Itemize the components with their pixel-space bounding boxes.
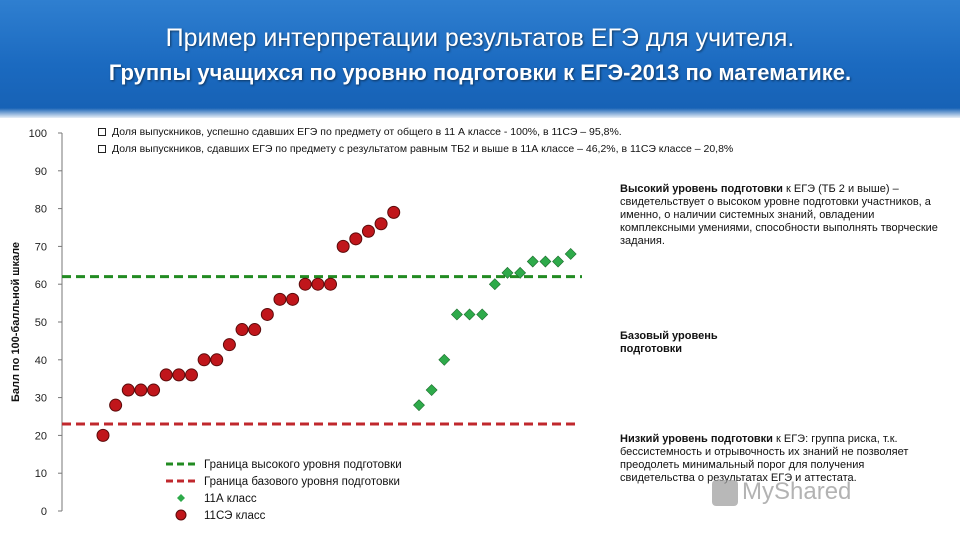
point-11se bbox=[324, 277, 338, 291]
point-11se bbox=[134, 383, 148, 397]
point-11se bbox=[147, 383, 161, 397]
y-axis-label: Балл по 100-балльной шкале bbox=[10, 242, 22, 402]
point-11se bbox=[361, 224, 375, 238]
point-11se bbox=[159, 368, 173, 382]
note-1-text: Доля выпускников, успешно сдавших ЕГЭ по… bbox=[112, 126, 622, 138]
point-11a bbox=[463, 308, 476, 321]
legend-circle-swatch bbox=[175, 509, 187, 521]
point-11se bbox=[311, 277, 325, 291]
legend-label: 11СЭ класс bbox=[204, 510, 266, 522]
watermark-logo-icon bbox=[712, 480, 738, 506]
y-tick-label: 60 bbox=[35, 279, 47, 291]
checkbox-bullet-icon bbox=[98, 145, 106, 154]
high-level-description: Высокий уровень подготовки к ЕГЭ (ТБ 2 и… bbox=[620, 183, 942, 248]
y-tick-label: 30 bbox=[35, 393, 47, 405]
point-11a bbox=[476, 308, 489, 321]
point-11se bbox=[273, 292, 287, 306]
point-11se bbox=[374, 217, 388, 231]
point-11a bbox=[552, 255, 564, 268]
point-11a bbox=[539, 255, 552, 268]
note-1: Доля выпускников, успешно сдавших ЕГЭ по… bbox=[98, 126, 622, 138]
low-level-text: к ЕГЭ: группа риска, т.к. бессистемность… bbox=[620, 433, 909, 484]
point-11a bbox=[425, 384, 438, 396]
legend-label: Граница базового уровня подготовки bbox=[204, 476, 400, 488]
point-11se bbox=[248, 323, 262, 337]
point-11se bbox=[286, 292, 300, 306]
point-11se bbox=[260, 307, 274, 321]
point-11a bbox=[438, 353, 451, 366]
point-11se bbox=[109, 398, 123, 412]
watermark: MyShared bbox=[742, 478, 852, 505]
point-11se bbox=[387, 205, 401, 219]
point-11se bbox=[222, 338, 236, 352]
y-tick-label: 10 bbox=[35, 468, 47, 480]
y-tick-label: 50 bbox=[35, 317, 47, 329]
point-11se bbox=[235, 323, 249, 337]
high-level-heading: Высокий уровень подготовки bbox=[620, 183, 783, 195]
y-tick-label: 20 bbox=[35, 430, 47, 442]
base-level-heading: Базовый уровень подготовки bbox=[620, 330, 718, 355]
note-2: Доля выпускников, сдавших ЕГЭ по предмет… bbox=[98, 143, 733, 155]
legend-label: 11А класс bbox=[204, 493, 257, 505]
point-11se bbox=[184, 368, 198, 382]
point-11a bbox=[564, 248, 577, 260]
point-11se bbox=[197, 353, 211, 367]
y-tick-label: 40 bbox=[35, 355, 47, 367]
point-11a bbox=[488, 278, 501, 291]
low-level-description: Низкий уровень подготовки к ЕГЭ: группа … bbox=[620, 433, 942, 485]
y-tick-label: 70 bbox=[35, 241, 47, 253]
point-11se bbox=[298, 277, 312, 291]
y-tick-label: 90 bbox=[35, 166, 47, 178]
scatter-chart: 0 10 20 30 40 50 60 70 80 90 100 Балл по 100-балльн… bbox=[10, 128, 582, 522]
header-banner: Пример интерпретации результатов ЕГЭ для… bbox=[0, 0, 960, 118]
point-11a bbox=[413, 399, 425, 412]
note-2-text: Доля выпускников, сдавших ЕГЭ по предмет… bbox=[112, 143, 734, 155]
point-11se bbox=[121, 383, 135, 397]
page-title: Пример интерпретации результатов ЕГЭ для… bbox=[165, 24, 795, 52]
y-tick-label: 80 bbox=[35, 204, 47, 216]
point-11a bbox=[514, 266, 527, 279]
legend-label: Граница высокого уровня подготовки bbox=[204, 459, 402, 471]
low-level-heading: Низкий уровень подготовки bbox=[620, 433, 773, 445]
y-tick-label: 0 bbox=[41, 506, 47, 518]
page-subtitle: Группы учащихся по уровню подготовки к Е… bbox=[108, 60, 852, 85]
point-11a bbox=[450, 308, 463, 321]
point-11se bbox=[210, 353, 224, 367]
legend-diamond-swatch bbox=[177, 494, 185, 502]
point-11a bbox=[526, 255, 539, 268]
point-11se bbox=[96, 428, 110, 442]
point-11se bbox=[336, 239, 350, 253]
base-level-description: Базовый уровень подготовки bbox=[620, 330, 730, 356]
point-11se bbox=[172, 368, 186, 382]
point-11se bbox=[349, 232, 363, 246]
point-11a bbox=[501, 266, 514, 279]
checkbox-bullet-icon bbox=[98, 128, 106, 137]
y-tick-label: 100 bbox=[29, 128, 47, 140]
high-level-text: к ЕГЭ (ТБ 2 и выше) – свидетельствует о … bbox=[620, 183, 938, 247]
